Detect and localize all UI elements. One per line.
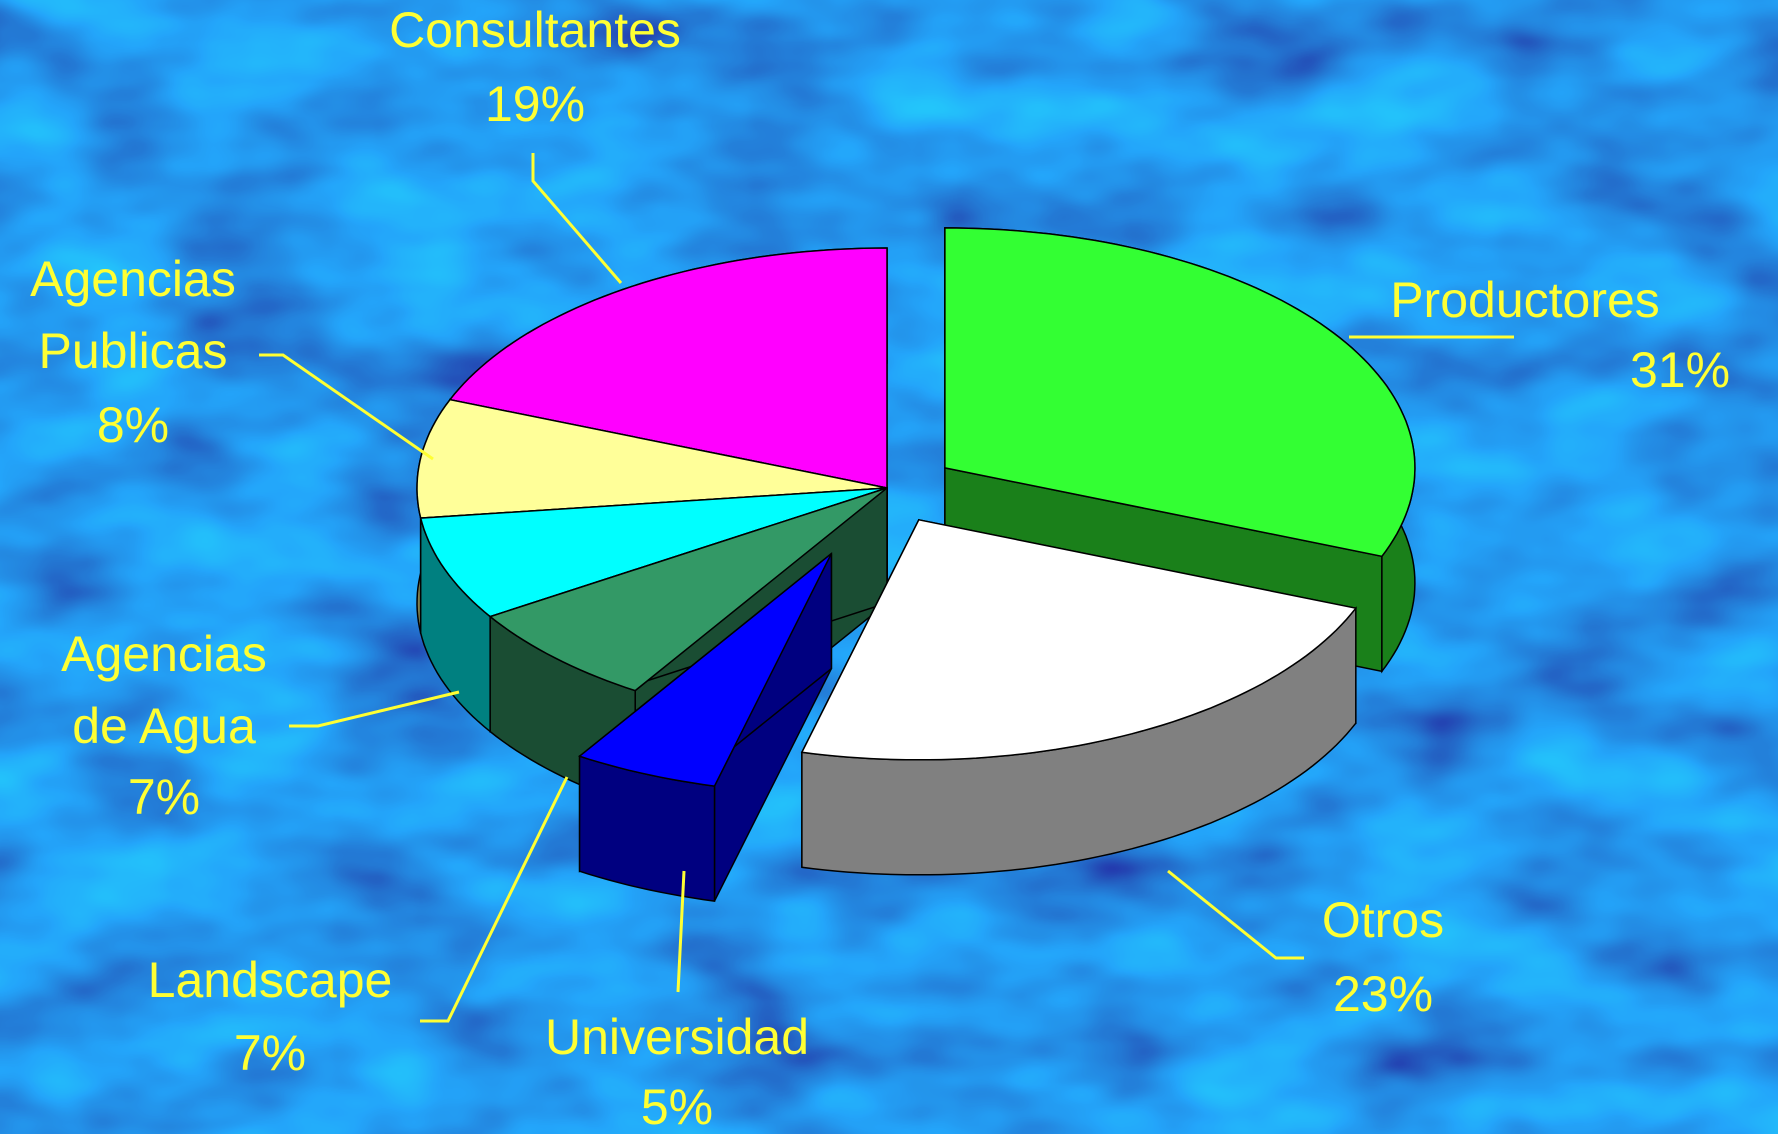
label-line: Agencias bbox=[30, 251, 236, 307]
value-label: 31% bbox=[1630, 342, 1730, 398]
value-label: 8% bbox=[97, 397, 169, 453]
value-label: 7% bbox=[128, 769, 200, 825]
slice-top bbox=[419, 487, 888, 618]
value-label: 23% bbox=[1333, 966, 1433, 1022]
leader-line bbox=[259, 353, 434, 461]
leader-lines bbox=[259, 153, 1514, 1023]
slice-top bbox=[944, 227, 1416, 558]
slice bbox=[578, 552, 833, 902]
leader-line bbox=[289, 690, 460, 728]
slice bbox=[800, 518, 1358, 876]
slice-label: Universidad bbox=[545, 1009, 809, 1065]
slice-label: Agencias Publicas bbox=[30, 251, 236, 379]
slice-label: Landscape bbox=[148, 952, 393, 1008]
slice-top bbox=[448, 247, 888, 489]
slice-label: Productores bbox=[1390, 272, 1660, 328]
slice-label: Consultantes bbox=[389, 2, 681, 58]
value-label: 7% bbox=[234, 1025, 306, 1081]
slice-top bbox=[800, 518, 1358, 761]
slice-top bbox=[488, 487, 888, 692]
leader-line bbox=[1167, 869, 1304, 960]
slice-label: Otros bbox=[1322, 892, 1444, 948]
leader-line bbox=[676, 870, 686, 993]
value-label: 5% bbox=[641, 1079, 713, 1134]
label-line: de Agua bbox=[72, 698, 256, 754]
slice-label: Agencias de Agua bbox=[61, 626, 267, 754]
slice-top bbox=[416, 398, 888, 519]
pie bbox=[416, 227, 1416, 902]
label-line: Publicas bbox=[39, 323, 228, 379]
labels: Productores 31% Otros 23% Universidad 5% Lands… bbox=[30, 2, 1730, 1134]
slice-top bbox=[578, 553, 833, 787]
leader-line bbox=[531, 153, 623, 284]
leader-line bbox=[420, 776, 569, 1023]
label-line: Agencias bbox=[61, 626, 267, 682]
value-label: 19% bbox=[485, 76, 585, 132]
